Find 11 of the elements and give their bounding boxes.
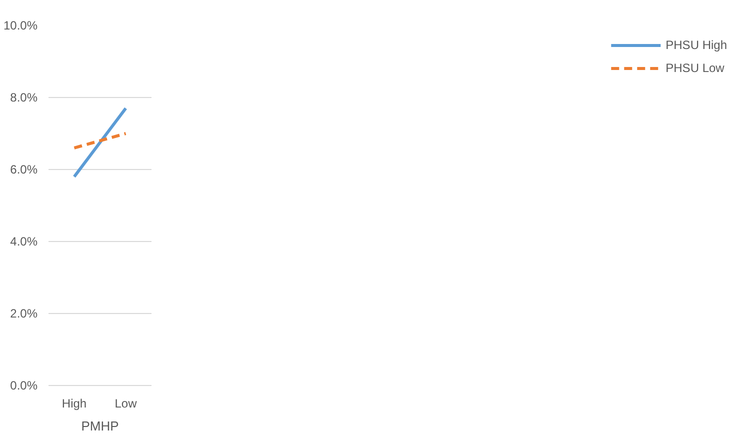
y-tick-label: 0.0% xyxy=(10,378,38,392)
legend-label: PHSU High xyxy=(666,38,727,52)
y-tick-label: 4.0% xyxy=(10,234,38,248)
legend-label: PHSU Low xyxy=(666,61,724,75)
y-tick-label: 10.0% xyxy=(3,18,38,32)
y-tick-label: 6.0% xyxy=(10,162,38,176)
y-tick-label: 2.0% xyxy=(10,306,38,320)
y-tick-label: 8.0% xyxy=(10,90,38,104)
x-axis-title: PMHP xyxy=(81,418,119,434)
x-tick-label: High xyxy=(62,396,87,410)
x-tick-label: Low xyxy=(114,396,138,410)
